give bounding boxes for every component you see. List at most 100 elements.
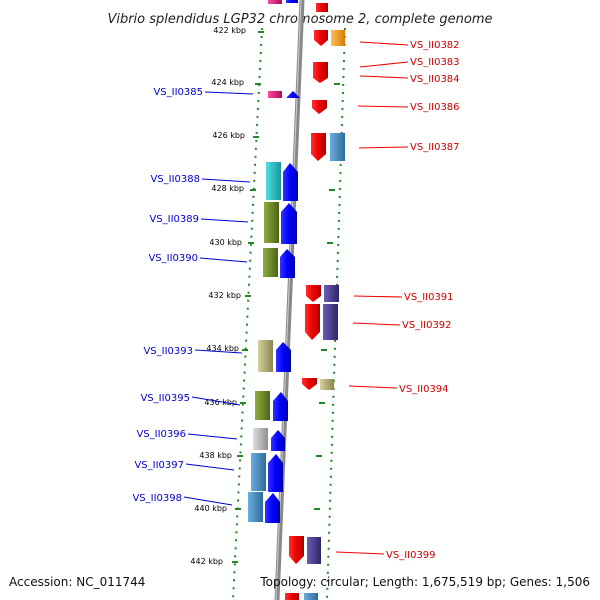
- gene-arrow[interactable]: [305, 304, 320, 340]
- gene-VS_II0390[interactable]: VS_II0390: [148, 248, 295, 278]
- tick-label: 426 kbp: [212, 131, 245, 140]
- gene-feature-bottom-red[interactable]: [285, 593, 299, 600]
- gene-arrow[interactable]: [273, 392, 288, 421]
- gene-label[interactable]: VS_II0395: [140, 393, 190, 404]
- gene-label[interactable]: VS_II0396: [136, 429, 186, 440]
- gene-label[interactable]: VS_II0397: [134, 460, 184, 471]
- gene-leader-line: [359, 61, 409, 68]
- gene-label[interactable]: VS_II0386: [410, 102, 460, 113]
- gene-leader-line: [352, 322, 401, 326]
- gene-arrow[interactable]: [313, 62, 328, 74]
- gene-arrow[interactable]: [313, 74, 328, 83]
- cog-box[interactable]: [268, 91, 282, 98]
- gene-arrow[interactable]: [281, 203, 297, 244]
- cog-box[interactable]: [255, 391, 270, 420]
- gene-VS_II0391[interactable]: VS_II0391: [306, 285, 454, 303]
- gene-arrow[interactable]: [314, 30, 328, 46]
- chromosome-backbone: [274, 0, 305, 600]
- gene-feature-top-red[interactable]: [316, 3, 328, 12]
- tick-424: 424 kbp: [211, 78, 340, 87]
- gene-arrow[interactable]: [283, 163, 298, 201]
- gene-label[interactable]: VS_II0384: [410, 74, 460, 85]
- gene-VS_II0396[interactable]: VS_II0396: [136, 428, 285, 451]
- gene-VS_II0383[interactable]: VS_II0383: [313, 57, 460, 74]
- gene-label[interactable]: VS_II0391: [404, 292, 454, 303]
- gene-arrow[interactable]: [302, 378, 317, 390]
- tick-434: 434 kbp: [206, 344, 327, 353]
- cog-box[interactable]: [251, 453, 266, 491]
- gene-VS_II0392[interactable]: VS_II0392: [305, 304, 452, 340]
- gene-label[interactable]: VS_II0390: [148, 253, 198, 264]
- gene-leader-line: [348, 385, 398, 389]
- gene-VS_II0388[interactable]: VS_II0388: [150, 162, 298, 201]
- gene-leader-line: [185, 463, 235, 471]
- gene-VS_II0399[interactable]: VS_II0399: [289, 536, 436, 564]
- cog-box[interactable]: [264, 202, 279, 243]
- gene-label[interactable]: VS_II0389: [149, 214, 199, 225]
- gene-feature-top-blue[interactable]: [286, 0, 298, 3]
- gene-label[interactable]: VS_II0394: [399, 384, 449, 395]
- gene-label[interactable]: VS_II0392: [402, 320, 452, 331]
- gene-VS_II0394[interactable]: VS_II0394: [302, 378, 449, 395]
- gene-label[interactable]: VS_II0387: [410, 142, 460, 153]
- gene-label[interactable]: VS_II0398: [132, 493, 182, 504]
- cog-box[interactable]: [331, 30, 345, 46]
- gene-arrow[interactable]: [306, 285, 321, 302]
- gene-arrow[interactable]: [276, 342, 291, 372]
- gene-arrow[interactable]: [312, 100, 327, 114]
- gene-VS_II0382[interactable]: VS_II0382: [314, 30, 460, 51]
- cog-box[interactable]: [307, 537, 321, 564]
- gene-leader-line: [199, 257, 248, 263]
- gene-arrow[interactable]: [268, 454, 283, 492]
- cog-box[interactable]: [266, 162, 281, 200]
- cog-box[interactable]: [320, 379, 334, 390]
- tick-label: 436 kbp: [204, 398, 237, 407]
- gene-VS_II0395[interactable]: VS_II0395: [140, 391, 288, 421]
- gene-arrow[interactable]: [271, 430, 285, 451]
- tick-440: 440 kbp: [194, 504, 320, 513]
- gene-arrow[interactable]: [280, 249, 295, 278]
- cog-box[interactable]: [263, 248, 278, 277]
- gene-VS_II0398[interactable]: VS_II0398: [132, 492, 280, 523]
- gene-leader-line: [200, 218, 249, 223]
- cog-box[interactable]: [253, 428, 268, 450]
- tick-label: 428 kbp: [211, 184, 244, 193]
- gene-feature-bottom-steel[interactable]: [304, 593, 318, 600]
- tick-label: 432 kbp: [208, 291, 241, 300]
- gene-leader-line: [201, 178, 251, 183]
- cog-box[interactable]: [258, 340, 273, 372]
- tick-label: 440 kbp: [194, 504, 227, 513]
- gene-leader-line: [183, 496, 233, 506]
- gene-label[interactable]: VS_II0383: [410, 57, 460, 68]
- gene-arrow[interactable]: [289, 536, 304, 564]
- gene-VS_II0397[interactable]: VS_II0397: [134, 453, 283, 492]
- tick-438: 438 kbp: [199, 451, 322, 460]
- cog-box[interactable]: [330, 133, 345, 161]
- tick-430: 430 kbp: [209, 238, 333, 247]
- cog-box[interactable]: [323, 304, 338, 340]
- gene-VS_II0393[interactable]: VS_II0393: [143, 340, 291, 372]
- gene-label[interactable]: VS_II0385: [153, 87, 203, 98]
- gene-leader-line: [191, 396, 241, 406]
- gene-leader-line: [359, 41, 409, 46]
- gene-VS_II0389[interactable]: VS_II0389: [149, 202, 297, 244]
- gene-label[interactable]: VS_II0382: [410, 40, 460, 51]
- gene-label[interactable]: VS_II0399: [386, 550, 436, 561]
- gene-label[interactable]: VS_II0388: [150, 174, 200, 185]
- tick-label: 438 kbp: [199, 451, 232, 460]
- gene-VS_II0387[interactable]: VS_II0387: [311, 133, 460, 161]
- cog-box[interactable]: [324, 285, 339, 302]
- gene-VS_II0386[interactable]: VS_II0386: [312, 100, 460, 114]
- gene-arrow[interactable]: [311, 133, 326, 161]
- cog-box[interactable]: [248, 492, 263, 522]
- gene-label[interactable]: VS_II0393: [143, 346, 193, 357]
- gene-leader-line: [187, 433, 238, 440]
- gene-arrow[interactable]: [265, 493, 280, 523]
- gene-VS_II0385[interactable]: VS_II0385: [153, 87, 300, 98]
- gene-arrow[interactable]: [286, 91, 300, 98]
- gene-VS_II0384[interactable]: VS_II0384: [313, 74, 460, 85]
- topology-text: Topology: circular; Length: 1,675,519 bp…: [259, 575, 590, 589]
- tick-label: 422 kbp: [213, 26, 246, 35]
- gene-feature-top-magenta[interactable]: [268, 0, 282, 4]
